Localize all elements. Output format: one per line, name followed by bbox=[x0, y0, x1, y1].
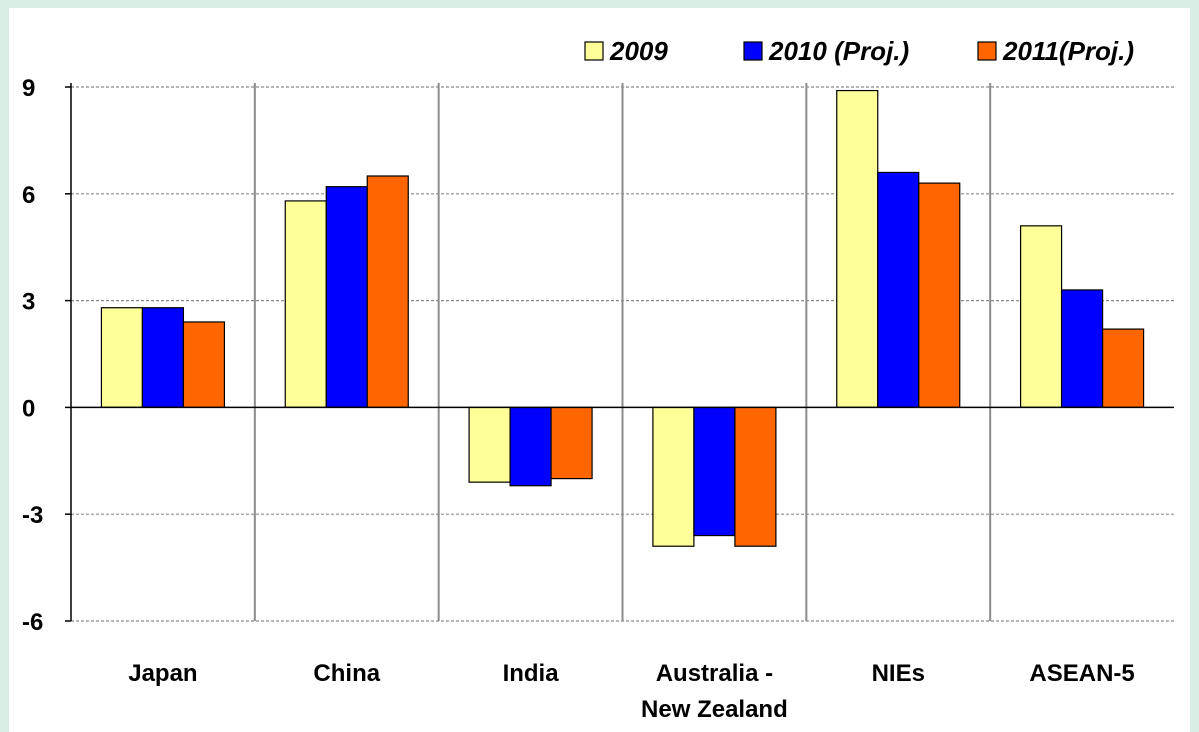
legend-label: 2010 (Proj.) bbox=[768, 36, 909, 66]
y-tick-label: 0 bbox=[22, 395, 35, 422]
legend-item-2010-proj: 2010 (Proj.) bbox=[743, 36, 909, 66]
bar-australia-new-zealand-2010-proj bbox=[693, 406, 736, 537]
bars bbox=[100, 89, 1145, 547]
bar-nies-2010-proj bbox=[877, 171, 920, 409]
bar-chart: 9 6 3 0 -3 -6 Japan China India Australia -New Z… bbox=[22, 36, 1174, 723]
bar-australia-new-zealand-2009 bbox=[652, 406, 695, 547]
bar-nies-2011-proj bbox=[918, 182, 961, 408]
bar-china-2010-proj bbox=[325, 186, 368, 408]
y-tick-label: 9 bbox=[22, 75, 35, 102]
bar-india-2009 bbox=[468, 406, 511, 483]
legend-item-2011-proj: 2011(Proj.) bbox=[977, 36, 1134, 66]
y-tick-labels: 9 6 3 0 -3 -6 bbox=[22, 75, 43, 636]
bar-australia-new-zealand-2011-proj bbox=[734, 406, 777, 547]
bar-china-2011-proj bbox=[366, 175, 409, 408]
axes bbox=[65, 83, 1174, 622]
bar-india-2011-proj bbox=[550, 406, 593, 480]
category-label-india: India bbox=[503, 660, 560, 687]
bar-japan-2010-proj bbox=[141, 307, 185, 409]
y-tick-label: 6 bbox=[22, 182, 35, 209]
legend-label: 2011(Proj.) bbox=[1002, 36, 1134, 66]
legend-item-2009: 2009 bbox=[584, 36, 668, 66]
bar-asean-5-2009 bbox=[1019, 225, 1063, 408]
chart-frame: 9 6 3 0 -3 -6 Japan China India Australia -New Z… bbox=[9, 8, 1190, 732]
legend-swatch bbox=[743, 41, 763, 61]
bar-japan-2009 bbox=[100, 307, 144, 409]
legend: 2009 2010 (Proj.) 2011(Proj.) bbox=[584, 36, 1134, 66]
bar-japan-2011-proj bbox=[182, 321, 226, 408]
legend-swatch bbox=[977, 41, 997, 61]
category-labels: Japan China India Australia -New Zealand NIE… bbox=[128, 660, 1135, 723]
legend-swatch bbox=[584, 41, 604, 61]
bar-nies-2009 bbox=[836, 89, 879, 408]
category-label-asean-5: ASEAN-5 bbox=[1029, 660, 1134, 687]
category-label-australia-new-zealand: Australia -New Zealand bbox=[641, 660, 788, 723]
y-tick-label: -3 bbox=[22, 502, 43, 529]
category-label-japan: Japan bbox=[128, 660, 197, 687]
legend-label: 2009 bbox=[609, 36, 668, 66]
category-label-nies: NIEs bbox=[872, 660, 925, 687]
bar-asean-5-2011-proj bbox=[1101, 328, 1145, 408]
bar-china-2009 bbox=[284, 200, 327, 408]
y-tick-label: 3 bbox=[22, 289, 35, 316]
category-separators bbox=[253, 83, 992, 621]
y-tick-label: -6 bbox=[22, 609, 43, 636]
category-label-china: China bbox=[313, 660, 380, 687]
bar-asean-5-2010-proj bbox=[1060, 289, 1104, 409]
bar-india-2010-proj bbox=[509, 406, 552, 487]
